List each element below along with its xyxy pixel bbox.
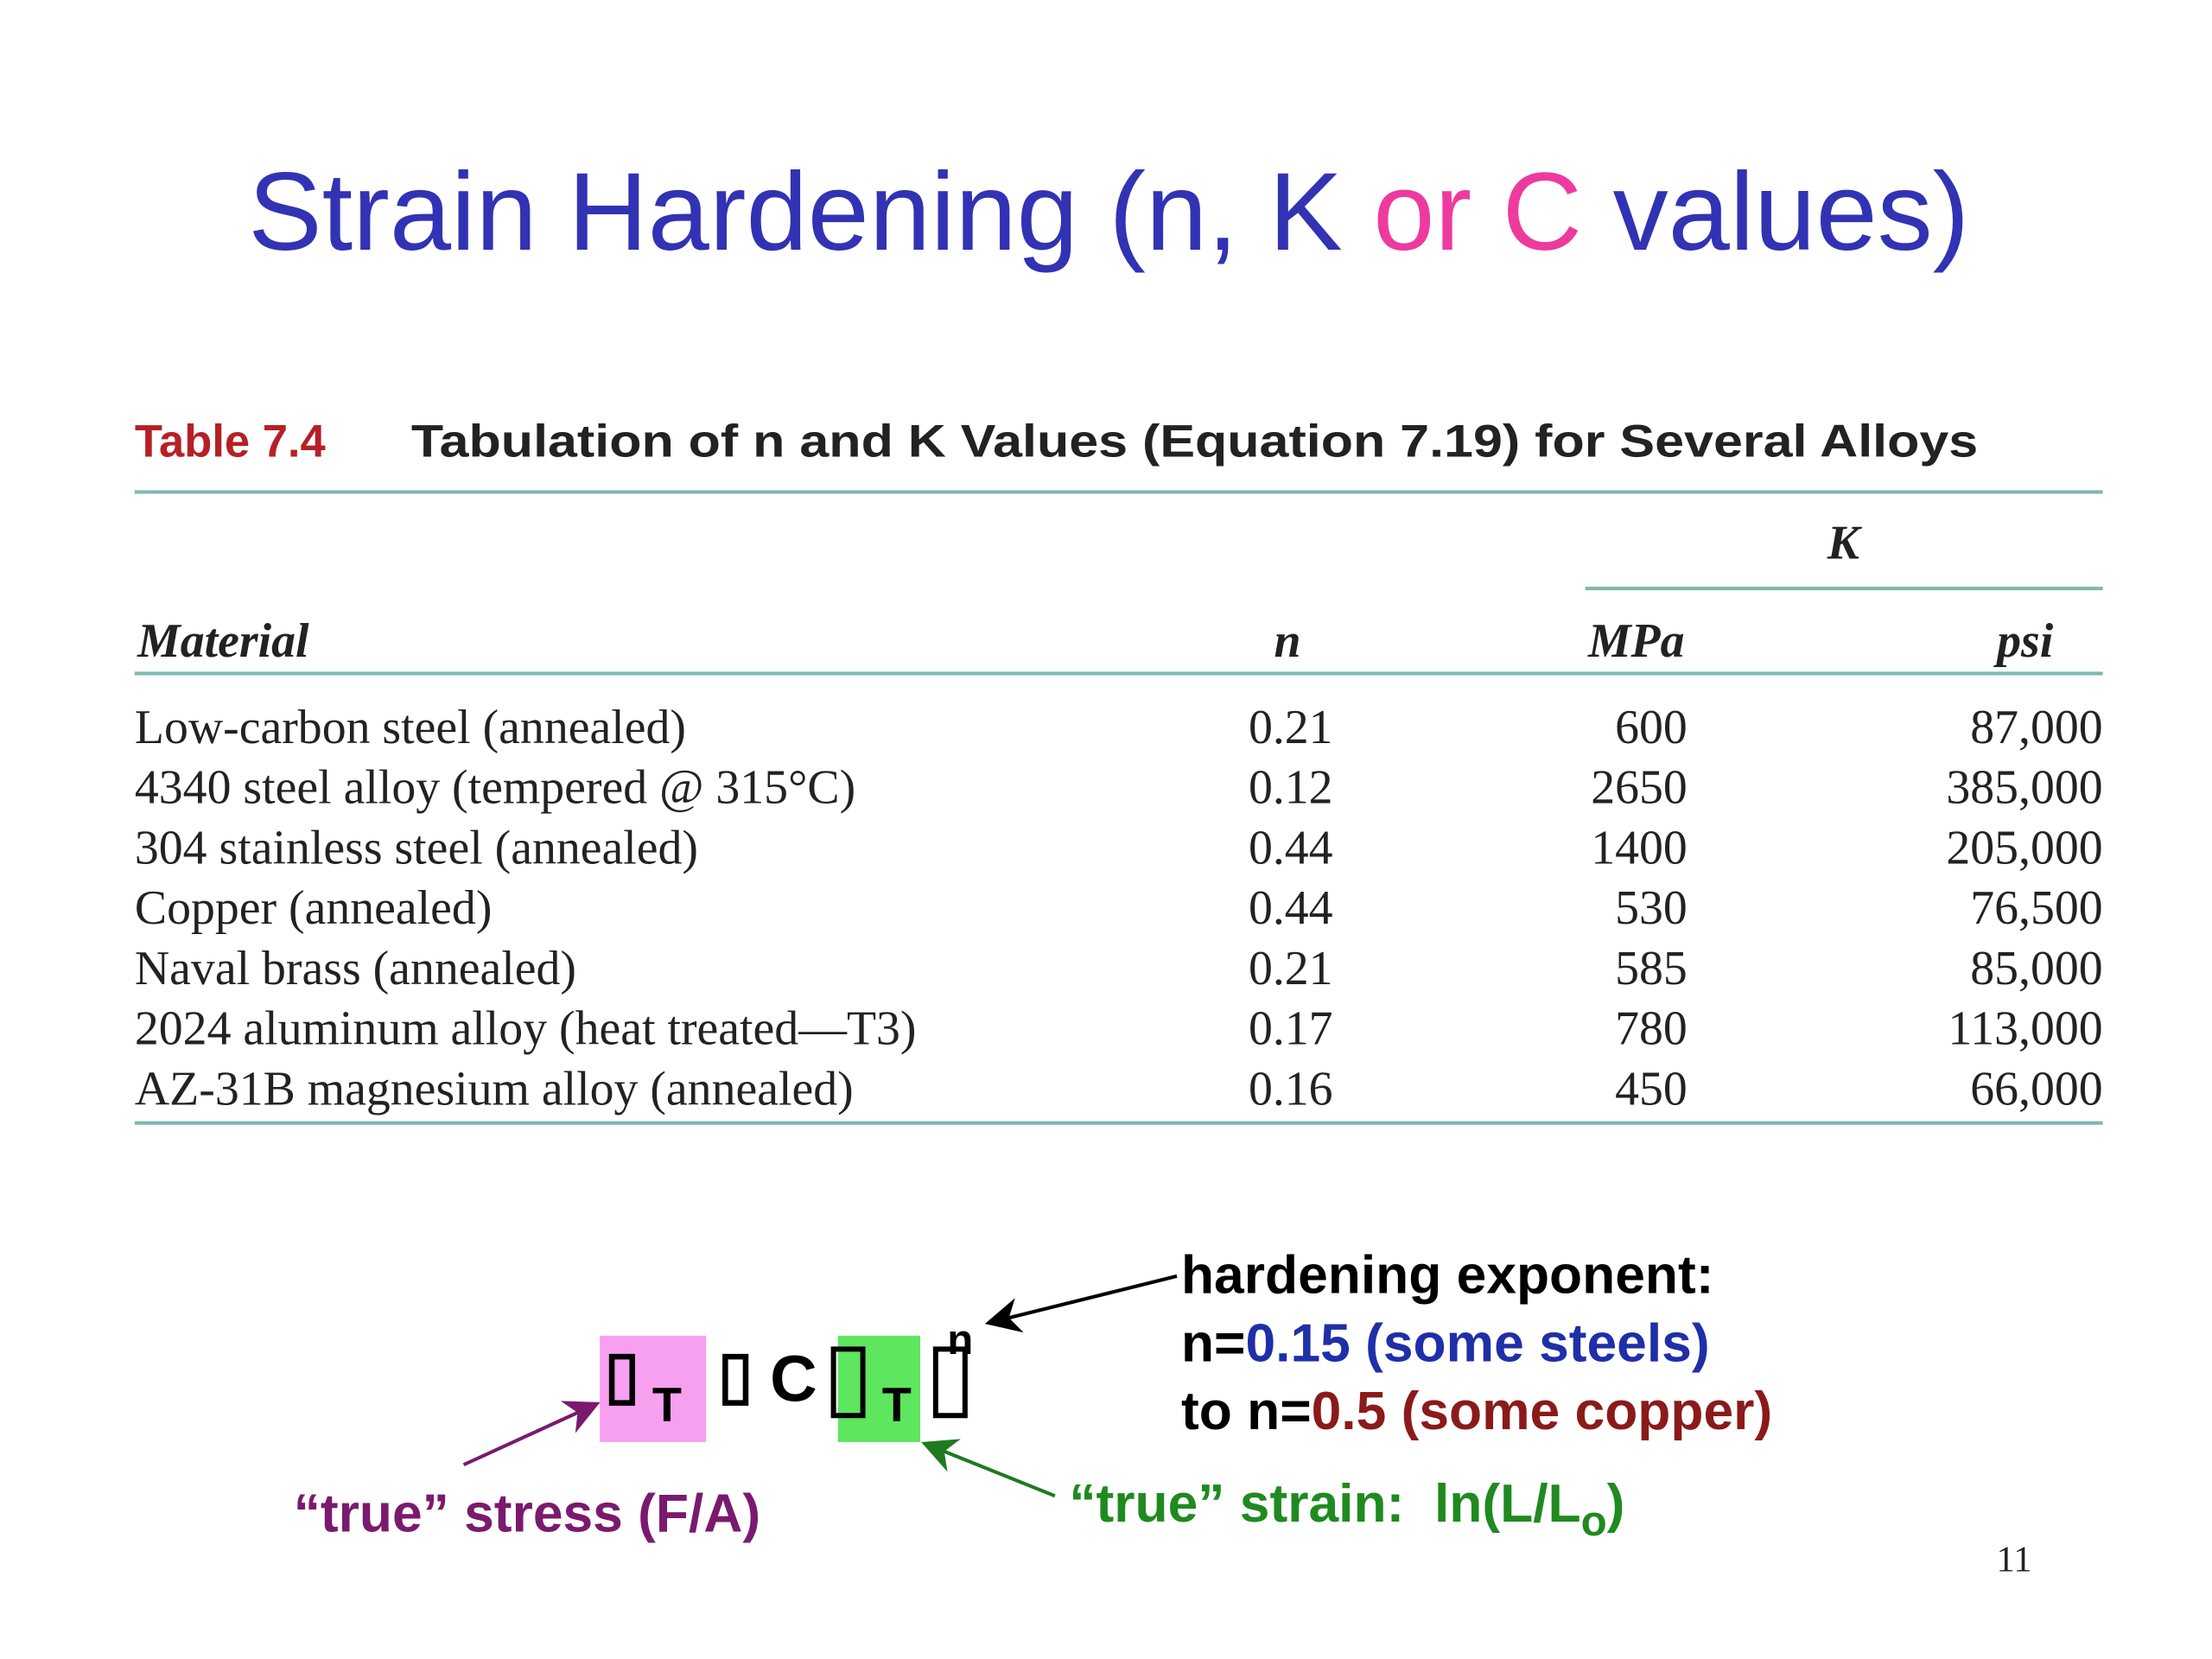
equation: ▯ T ▯ C ▯ T ▯ n <box>604 1316 976 1431</box>
table-cell: 2650 <box>1591 761 1688 815</box>
ann-part: 0.15 (some steels) <box>1245 1313 1709 1373</box>
eq-symbol: ▯ <box>604 1338 640 1410</box>
table-cell: 0.12 <box>1249 761 1333 815</box>
arrow <box>921 1439 1056 1498</box>
stress-highlight <box>600 1335 707 1442</box>
table-cell: 4340 steel alloy (tempered @ 315°C) <box>135 761 855 815</box>
table-cell: 600 <box>1615 701 1688 754</box>
table-cell: 76,500 <box>1970 881 2102 935</box>
table-cell: Copper (annealed) <box>135 881 493 935</box>
table-cell: 1400 <box>1591 821 1688 874</box>
column-header: Material <box>137 614 309 668</box>
table-cell: 205,000 <box>1946 821 2102 874</box>
arrow <box>984 1274 1178 1333</box>
table-cell: 0.16 <box>1249 1062 1333 1116</box>
table-cell: 530 <box>1615 881 1688 935</box>
table-cell: 304 stainless steel (annealed) <box>135 821 698 874</box>
strain-highlight <box>837 1335 921 1442</box>
arrow <box>462 1401 601 1467</box>
ann-part: o <box>1581 1497 1607 1545</box>
column-header: MPa <box>1587 614 1685 668</box>
ann-part: n= <box>1181 1313 1246 1373</box>
table-cell: 0.17 <box>1249 1002 1333 1056</box>
table-caption: Tabulation of n and K Values (Equation 7… <box>411 416 1978 467</box>
table-label: Table 7.4 <box>135 416 326 467</box>
exponent-line: n=0.15 (some steels) <box>1181 1313 1710 1373</box>
table-cell: AZ-31B magnesium alloy (annealed) <box>135 1062 854 1116</box>
eq-subscript: T <box>882 1376 912 1431</box>
title-part: values) <box>1613 150 1970 274</box>
table-cell: 66,000 <box>1970 1062 2102 1116</box>
table-body: Low-carbon steel (annealed) 0.21 600 87,000… <box>135 701 2103 1116</box>
slide-title: Strain Hardening (n, K or C values) <box>248 150 1969 274</box>
exponent-line: to n=0.5 (some copper) <box>1181 1382 1772 1441</box>
table-cell: 0.21 <box>1249 701 1333 754</box>
stress-label: “true” stress (F/A) <box>294 1484 760 1543</box>
title-part: Strain Hardening (n, K <box>248 150 1342 274</box>
table-cell: 113,000 <box>1948 1002 2102 1056</box>
ann-part: to n= <box>1181 1382 1312 1441</box>
column-header: psi <box>1993 614 2054 668</box>
table-cell: 87,000 <box>1970 701 2102 754</box>
table-cell: 0.44 <box>1249 881 1333 935</box>
eq-symbol: ▯ <box>717 1338 753 1410</box>
table-cell: Naval brass (annealed) <box>135 942 576 995</box>
table-cell: 450 <box>1615 1062 1688 1116</box>
eq-symbol: ▯ <box>823 1322 874 1427</box>
eq-subscript: T <box>652 1376 682 1431</box>
ann-part: ) <box>1607 1474 1625 1534</box>
eq-exponent: n <box>947 1316 973 1363</box>
ann-part: 0.5 (some copper) <box>1312 1382 1773 1441</box>
table-cell: Low-carbon steel (annealed) <box>135 701 686 754</box>
table-cell: 385,000 <box>1946 761 2102 815</box>
page-number: 11 <box>1997 1539 2032 1580</box>
table-cell: 85,000 <box>1970 942 2102 995</box>
exponent-label: hardening exponent: <box>1181 1246 1714 1306</box>
table-cell: 780 <box>1615 1002 1688 1056</box>
ann-part: “true” strain: ln(L/L <box>1069 1474 1580 1534</box>
table-cell: 2024 aluminum alloy (heat treated—T3) <box>135 1002 917 1056</box>
table-cell: 585 <box>1615 942 1688 995</box>
eq-symbol: C <box>770 1342 817 1414</box>
column-header: n <box>1274 614 1301 668</box>
strain-label: “true” strain: ln(L/Lo) <box>1069 1474 1624 1545</box>
eq-symbol: ▯ <box>925 1322 976 1427</box>
group-header: K <box>1827 517 1863 570</box>
table-cell: 0.21 <box>1249 942 1333 995</box>
title-part: or C <box>1373 150 1582 274</box>
table-cell: 0.44 <box>1249 821 1333 874</box>
